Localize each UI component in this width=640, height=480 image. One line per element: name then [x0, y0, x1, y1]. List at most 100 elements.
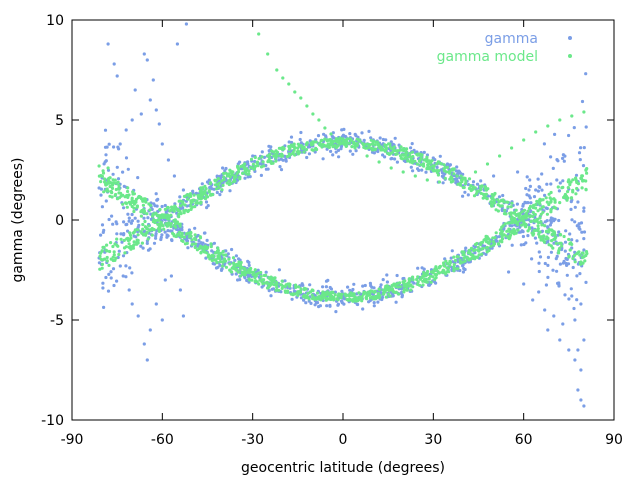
gamma-model-point: [174, 225, 178, 229]
gamma-model-point: [398, 281, 402, 285]
gamma-point: [543, 308, 547, 312]
gamma-model-point: [452, 269, 456, 273]
gamma-point: [127, 288, 131, 292]
y-tick-label: 0: [55, 213, 64, 229]
gamma-model-point: [236, 170, 241, 174]
gamma-model-point: [411, 278, 415, 282]
gamma-model-point: [483, 185, 487, 189]
gamma-point: [579, 368, 583, 372]
gamma-model-point: [527, 226, 532, 230]
gamma-model-point: [449, 175, 453, 179]
gamma-model-point: [240, 270, 244, 274]
gamma-point: [544, 283, 549, 287]
gamma-model-point: [488, 239, 492, 244]
gamma-model-point: [552, 197, 556, 201]
gamma-model-point: [473, 170, 478, 174]
gamma-model-point: [464, 179, 468, 183]
gamma-model-point: [421, 274, 425, 278]
gamma-model-point: [204, 187, 208, 191]
gamma-model-point: [565, 198, 569, 202]
gamma-point: [549, 155, 553, 159]
gamma-point: [300, 282, 304, 286]
gamma-model-point: [156, 227, 160, 231]
gamma-model-point: [535, 218, 539, 222]
gamma-point: [234, 254, 238, 258]
gamma-model-point: [216, 182, 220, 187]
legend-label-gamma-model: gamma model: [437, 49, 538, 65]
gamma-point: [156, 197, 160, 201]
gamma-point: [127, 219, 131, 223]
gamma-point: [124, 223, 128, 227]
gamma-model-point: [489, 244, 493, 248]
gamma-model-point: [117, 186, 121, 190]
gamma-point: [383, 155, 387, 159]
gamma-model-point: [362, 292, 366, 296]
gamma-point: [501, 193, 505, 198]
gamma-point: [356, 302, 360, 307]
gamma-point: [540, 172, 544, 176]
gamma-model-point: [123, 251, 127, 255]
gamma-point: [348, 288, 352, 292]
gamma-model-point: [544, 196, 548, 200]
gamma-point: [516, 170, 520, 174]
gamma-model-point: [108, 180, 112, 184]
gamma-model-point: [213, 251, 218, 255]
y-tick-label: 5: [55, 113, 64, 129]
gamma-point: [549, 216, 553, 220]
gamma-model-point: [274, 152, 278, 156]
gamma-model-point: [104, 188, 109, 192]
gamma-point: [372, 301, 376, 305]
gamma-model-point: [390, 151, 394, 155]
gamma-model-point: [467, 177, 472, 181]
gamma-model-point: [275, 288, 279, 292]
gamma-model-point: [320, 145, 324, 149]
gamma-point: [584, 125, 588, 129]
gamma-point: [558, 181, 562, 185]
gamma-model-point: [377, 160, 381, 164]
gamma-point: [497, 235, 501, 239]
gamma-model-point: [191, 198, 196, 202]
gamma-model-point: [485, 240, 489, 244]
gamma-model-point: [562, 234, 566, 239]
gamma-model-point: [405, 282, 410, 286]
gamma-model-point: [182, 194, 187, 198]
gamma-point: [563, 240, 568, 244]
gamma-point: [463, 190, 467, 194]
gamma-point: [527, 218, 531, 222]
gamma-model-point: [333, 293, 337, 297]
gamma-point: [534, 188, 538, 192]
gamma-point: [435, 165, 439, 169]
gamma-model-point: [209, 193, 213, 197]
gamma-model-point: [187, 208, 191, 213]
gamma-model-point: [585, 252, 589, 256]
gamma-model-point: [179, 204, 183, 208]
gamma-model-point: [256, 271, 260, 275]
gamma-point: [579, 146, 583, 150]
gamma-point: [99, 193, 103, 197]
gamma-point: [475, 182, 480, 186]
gamma-model-point: [139, 197, 144, 201]
gamma-model-point: [214, 178, 218, 182]
gamma-model-point: [319, 298, 323, 302]
gamma-model-point: [383, 148, 387, 153]
plot-points: [97, 22, 589, 408]
gamma-model-point: [108, 194, 112, 198]
gamma-model-point: [469, 246, 474, 250]
gamma-point: [348, 149, 352, 153]
gamma-model-point: [456, 255, 460, 259]
gamma-point: [139, 112, 143, 116]
gamma-point: [528, 184, 533, 188]
gamma-model-point: [446, 266, 450, 271]
gamma-point: [568, 232, 572, 236]
gamma-model-point: [422, 271, 426, 275]
gamma-model-point: [215, 187, 219, 191]
gamma-model-point: [178, 230, 182, 234]
gamma-point: [180, 228, 184, 232]
gamma-model-point: [396, 285, 400, 289]
gamma-point: [264, 167, 268, 171]
gamma-model-point: [191, 242, 195, 246]
gamma-model-point: [294, 283, 298, 287]
gamma-point: [163, 278, 167, 282]
gamma-point: [292, 289, 296, 293]
gamma-model-point: [491, 196, 495, 200]
